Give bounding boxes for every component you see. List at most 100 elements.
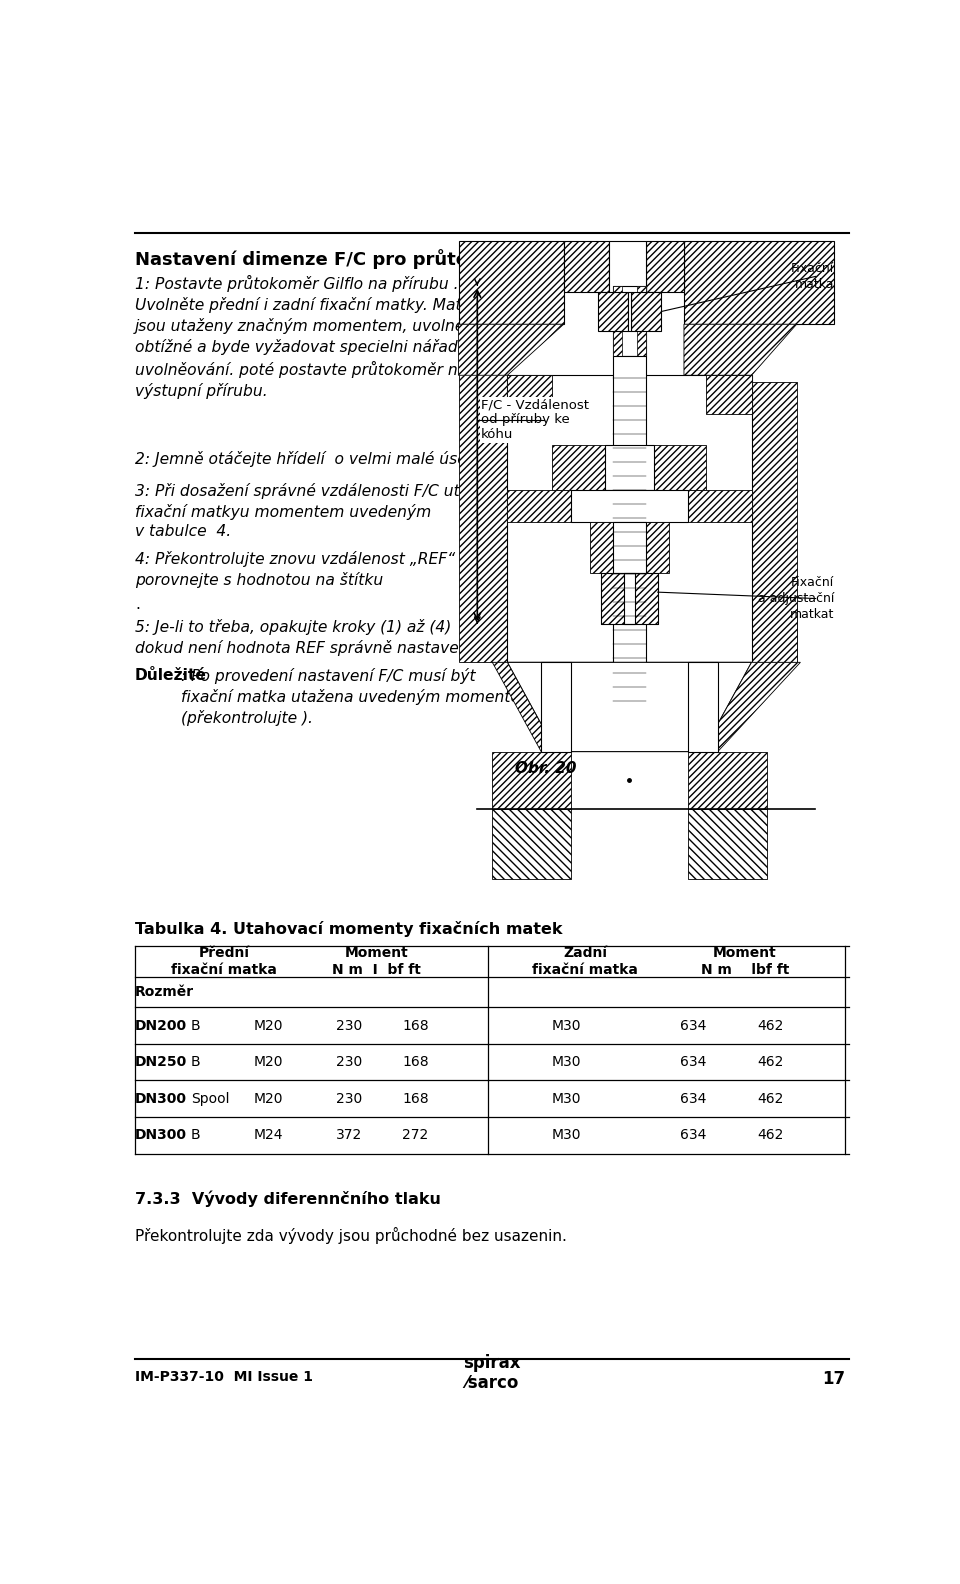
Bar: [687, 489, 752, 523]
Text: ⁄sarco: ⁄sarco: [466, 1373, 518, 1392]
Text: Důležité: Důležité: [134, 668, 206, 683]
Text: IM-P337-10  MI Issue 1: IM-P337-10 MI Issue 1: [134, 1370, 313, 1383]
Bar: [636, 573, 658, 624]
Polygon shape: [752, 382, 797, 662]
Text: M20: M20: [254, 1091, 283, 1106]
Bar: [707, 375, 752, 413]
Text: : Po provedení nastavení F/C musí být
fixační matka utažena uvedeným momentem
(p: : Po provedení nastavení F/C musí být fi…: [181, 668, 535, 725]
Text: M30: M30: [552, 1091, 581, 1106]
Text: DN200: DN200: [134, 1019, 187, 1033]
Polygon shape: [703, 662, 801, 752]
Bar: [609, 241, 646, 325]
Text: 3: Při dosažení správné vzdálenosti F/C utáhněte
fixační matkyu momentem uvedený: 3: Při dosažení správné vzdálenosti F/C …: [134, 483, 514, 539]
Bar: [492, 809, 571, 879]
Text: 230: 230: [336, 1019, 362, 1033]
Polygon shape: [684, 325, 797, 375]
Text: Moment
N m    lbf ft: Moment N m lbf ft: [701, 946, 789, 977]
Text: 272: 272: [402, 1128, 428, 1142]
Bar: [508, 375, 552, 413]
Bar: [612, 287, 646, 356]
Bar: [605, 445, 654, 489]
Text: Rozměr: Rozměr: [134, 985, 194, 1000]
Text: 5: Je-li to třeba, opakujte kroky (1) až (4)
dokud není hodnota REF správně nast: 5: Je-li to třeba, opakujte kroky (1) až…: [134, 619, 483, 656]
Text: Nastavení dimenze F/C pro průtokoměr z obr 20: Nastavení dimenze F/C pro průtokoměr z o…: [134, 249, 620, 269]
Text: B: B: [191, 1055, 201, 1069]
Text: 230: 230: [336, 1091, 362, 1106]
Text: F/C - Vzdálenost
od příruby ke
kóhu: F/C - Vzdálenost od příruby ke kóhu: [481, 399, 589, 442]
Bar: [654, 445, 707, 489]
Text: DN300: DN300: [134, 1128, 187, 1142]
Text: 462: 462: [757, 1091, 784, 1106]
Bar: [601, 573, 658, 624]
Text: 2: Jemně otáčejte hřídelí  o velmi malé úseký.: 2: Jemně otáčejte hřídelí o velmi malé ú…: [134, 451, 489, 467]
Text: M30: M30: [552, 1019, 581, 1033]
Text: 462: 462: [757, 1128, 784, 1142]
Bar: [612, 356, 646, 706]
Bar: [628, 293, 632, 331]
Bar: [492, 752, 571, 809]
Text: 372: 372: [336, 1128, 362, 1142]
Bar: [564, 241, 609, 293]
Bar: [646, 241, 684, 293]
Polygon shape: [492, 662, 556, 752]
Text: spirax: spirax: [464, 1354, 520, 1372]
Text: Spool: Spool: [191, 1091, 229, 1106]
Text: Obr. 20: Obr. 20: [515, 762, 576, 776]
Polygon shape: [508, 662, 752, 752]
Text: M30: M30: [552, 1128, 581, 1142]
Bar: [687, 809, 767, 879]
Text: 634: 634: [680, 1128, 706, 1142]
Text: Moment
N m  I  bf ft: Moment N m I bf ft: [332, 946, 421, 977]
Bar: [541, 662, 571, 752]
Text: Zadní
fixační matka: Zadní fixační matka: [532, 946, 638, 977]
Text: 1: Postavte průtokoměr Gilflo na přírubu .
Uvolněte přední i zadní fixační matky: 1: Postavte průtokoměr Gilflo na přírubu…: [134, 276, 523, 399]
Text: 634: 634: [680, 1055, 706, 1069]
Bar: [552, 445, 605, 489]
Bar: [687, 752, 767, 809]
Text: .: .: [134, 597, 140, 613]
Bar: [508, 375, 752, 662]
Bar: [637, 287, 646, 356]
Bar: [752, 605, 797, 662]
Text: 634: 634: [680, 1019, 706, 1033]
Text: 4: Překontrolujte znovu vzdálenost „REF“ a
porovnejte s hodnotou na štítku: 4: Překontrolujte znovu vzdálenost „REF“…: [134, 551, 469, 588]
Polygon shape: [459, 325, 564, 375]
Text: 168: 168: [402, 1055, 429, 1069]
Text: 7.3.3  Vývody diferennčního tlaku: 7.3.3 Vývody diferennčního tlaku: [134, 1190, 441, 1207]
Text: 168: 168: [402, 1091, 429, 1106]
Text: M20: M20: [254, 1019, 283, 1033]
Text: B: B: [191, 1019, 201, 1033]
Text: M24: M24: [254, 1128, 283, 1142]
Text: Překontrolujte zda vývody jsou průchodné bez usazenin.: Překontrolujte zda vývody jsou průchodné…: [134, 1226, 566, 1243]
Text: 634: 634: [680, 1091, 706, 1106]
Bar: [590, 523, 612, 573]
Bar: [624, 573, 636, 624]
Text: 462: 462: [757, 1055, 784, 1069]
Bar: [632, 293, 661, 331]
Bar: [687, 662, 718, 752]
Text: Přední
fixační matka: Přední fixační matka: [171, 946, 277, 977]
Text: 230: 230: [336, 1055, 362, 1069]
Text: B: B: [191, 1128, 201, 1142]
Bar: [684, 241, 834, 325]
Bar: [571, 489, 687, 523]
Text: 17: 17: [823, 1370, 846, 1388]
Text: 462: 462: [757, 1019, 784, 1033]
Text: Tabulka 4. Utahovací momenty fixačních matek: Tabulka 4. Utahovací momenty fixačních m…: [134, 920, 563, 936]
Bar: [597, 293, 628, 331]
Bar: [646, 523, 669, 573]
Bar: [612, 523, 646, 573]
Text: Fixační
a adjustační
matkat: Fixační a adjustační matkat: [757, 577, 834, 621]
Text: Fixační
matka: Fixační matka: [791, 261, 834, 291]
Text: M20: M20: [254, 1055, 283, 1069]
Bar: [459, 325, 508, 662]
Text: M30: M30: [552, 1055, 581, 1069]
Text: DN250: DN250: [134, 1055, 187, 1069]
Bar: [612, 287, 622, 356]
Bar: [508, 489, 571, 523]
Bar: [459, 241, 564, 325]
Text: DN300: DN300: [134, 1091, 187, 1106]
Text: 168: 168: [402, 1019, 429, 1033]
Bar: [601, 573, 624, 624]
